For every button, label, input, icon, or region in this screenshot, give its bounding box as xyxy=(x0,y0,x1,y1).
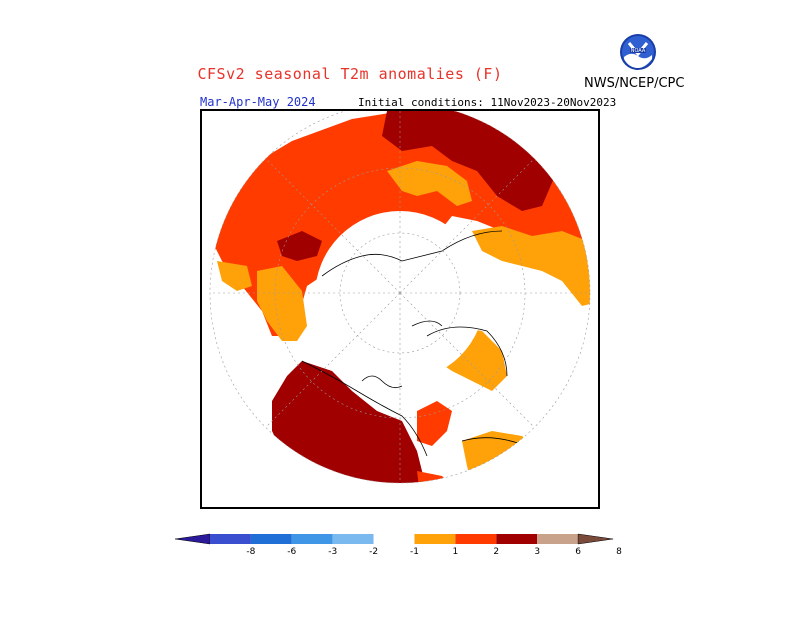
agency-label: NWS/NCEP/CPC xyxy=(584,76,685,91)
colorbar: -8 -6 -3 -2 -1 1 2 3 6 8 xyxy=(170,528,630,568)
colorbar-segment xyxy=(332,534,374,544)
colorbar-tick-label: -1 xyxy=(410,547,419,557)
colorbar-tick-label: 8 xyxy=(616,547,622,557)
colorbar-tick-label: 1 xyxy=(453,547,459,557)
colorbar-segment xyxy=(537,534,579,544)
colorbar-arrow-low xyxy=(174,533,211,545)
season-label: Mar-Apr-May 2024 xyxy=(200,95,316,109)
polar-map xyxy=(200,109,600,509)
initial-conditions-label: Initial conditions: 11Nov2023-20Nov2023 xyxy=(358,96,617,109)
colorbar-tick-label: -6 xyxy=(287,547,296,557)
colorbar-arrow-high xyxy=(577,533,614,545)
colorbar-segment xyxy=(210,534,251,544)
colorbar-tick-label: 6 xyxy=(575,547,581,557)
colorbar-segment xyxy=(291,534,333,544)
eurasia-light-warm xyxy=(387,161,472,206)
chart-title: CFSv2 seasonal T2m anomalies (F) xyxy=(197,65,503,83)
colorbar-tick-label: -3 xyxy=(328,547,337,557)
hudson-moderate-warm xyxy=(417,471,462,483)
north-america-west-anomaly xyxy=(517,301,590,411)
north-america-strong-warm xyxy=(272,361,427,483)
greenland-light-warm xyxy=(462,431,542,483)
colorbar-segment xyxy=(496,534,538,544)
europe-strong-warm xyxy=(277,231,322,261)
noaa-logo-icon: NOAA xyxy=(619,33,657,71)
colorbar-segment xyxy=(455,534,497,544)
colorbar-segment xyxy=(250,534,292,544)
colorbar-segment xyxy=(414,534,456,544)
colorbar-tick-label: -2 xyxy=(369,547,378,557)
colorbar-tick-label: 2 xyxy=(493,547,499,557)
colorbar-tick-label: -8 xyxy=(246,547,255,557)
colorbar-tick-label: 3 xyxy=(534,547,540,557)
west-europe-light-warm xyxy=(217,261,252,291)
europe-light-warm xyxy=(257,266,307,341)
svg-text:NOAA: NOAA xyxy=(631,48,646,54)
east-asia-light-warm xyxy=(472,226,590,306)
north-america-moderate-warm xyxy=(417,401,452,446)
colorbar-segment xyxy=(373,534,415,544)
